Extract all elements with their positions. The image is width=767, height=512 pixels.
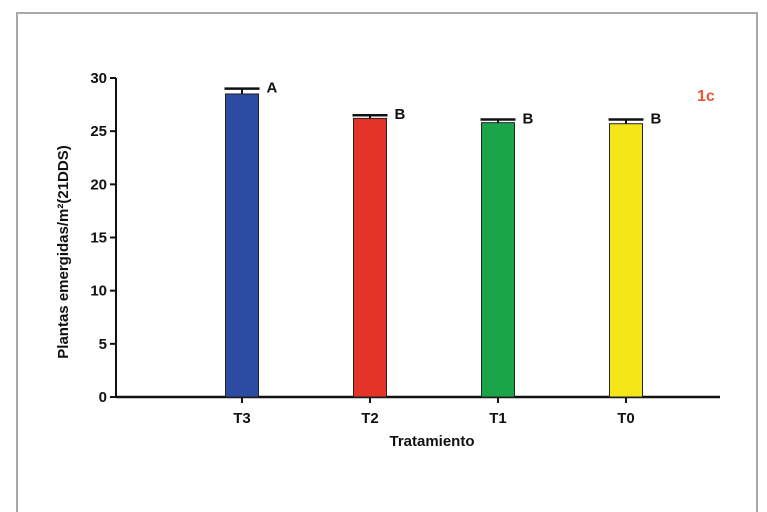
- y-tick-label: 10: [90, 283, 107, 300]
- panel-label: 1c: [697, 88, 715, 105]
- significance-label: A: [267, 80, 278, 97]
- bar-t0: [609, 123, 643, 398]
- y-tick-label: 0: [99, 389, 107, 406]
- x-tick-label: T2: [361, 410, 379, 427]
- y-tick-label: 25: [90, 123, 107, 140]
- y-tick-label: 15: [90, 230, 107, 247]
- y-tick-label: 30: [90, 70, 107, 87]
- y-tick-label: 5: [99, 336, 107, 353]
- bar-t3: [225, 93, 259, 398]
- bars: A B B B: [224, 80, 662, 398]
- y-axis: 0 5 10 15 20 25 30: [90, 70, 117, 406]
- bar-t2: [353, 117, 387, 398]
- x-tick-label: T1: [489, 410, 507, 427]
- significance-label: B: [523, 110, 534, 127]
- y-tick-label: 20: [90, 176, 107, 193]
- x-axis: T3 T2 T1 T0: [116, 395, 720, 427]
- x-tick-label: T0: [617, 410, 635, 427]
- bar-t1: [481, 122, 515, 398]
- x-tick-label: T3: [233, 410, 251, 427]
- significance-label: B: [651, 110, 662, 127]
- significance-label: B: [395, 106, 406, 123]
- y-axis-title: Plantas emergidas/m²(21DDS): [55, 145, 72, 358]
- x-axis-title: Tratamiento: [389, 433, 474, 450]
